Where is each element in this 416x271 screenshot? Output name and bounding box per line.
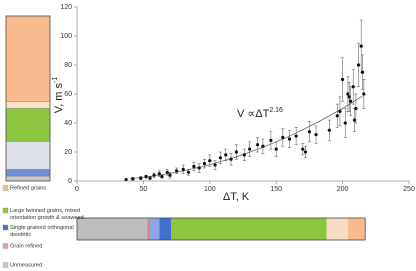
y-tick-label: 80 [64,62,72,69]
left-bar-segment [5,15,51,103]
legend-label: Single grained orthogonal [10,225,74,231]
point [229,157,233,161]
left-bar-segment [5,141,51,170]
y-axis-label-main: V, m s [53,83,65,114]
y-tick-label: 120 [60,4,72,11]
bottom-bar-frame [76,217,366,241]
point [131,177,135,181]
point [351,85,355,89]
point [261,144,265,148]
point [356,63,361,67]
point [338,109,342,113]
legend-label: Large twinned grains, mixed [10,208,80,214]
point [192,164,196,169]
point [202,162,207,166]
point [362,92,366,96]
point [354,106,358,111]
x-tick-label: 50 [140,186,148,193]
point [242,153,246,157]
x-tick-label: 200 [337,186,349,193]
point [144,175,148,179]
x-tick-label: 0 [75,186,79,193]
point [301,147,305,151]
point [359,44,363,48]
bottom-bar-segment [326,218,348,240]
left-bar-frame [5,15,51,182]
y-tick-label: 40 [64,120,72,127]
point [303,150,308,154]
x-tick-label: 100 [204,186,216,193]
point [175,169,179,173]
point [287,137,292,141]
point [197,166,201,170]
point [157,172,161,176]
point [314,133,318,137]
left-bar-segment [5,169,51,177]
point [234,150,238,154]
y-tick-label: 60 [64,91,72,98]
point [347,95,351,99]
bottom-bar-segment [147,218,151,240]
point [213,163,217,167]
legend-label: Unmeasured [10,262,42,268]
legend-swatch [2,262,9,268]
legend-label: Refined grains [10,185,46,191]
left-bar-segment [5,108,51,142]
bottom-bar-segment [159,218,172,240]
legend-label: orientation growth & seaweed [10,215,84,221]
x-tick-label: 250 [403,186,415,193]
point [186,170,191,174]
bottom-bar-segment [171,218,327,240]
y-axis-label: V, m s-1 [52,77,65,114]
point [224,153,228,157]
point [139,176,143,180]
annotation-main: V ∝ΔT [237,108,270,120]
point [124,177,128,182]
point [335,114,339,118]
y-tick-label: 100 [60,33,72,40]
y-tick-label: 20 [64,149,72,156]
point [341,77,345,82]
x-axis-label: ΔT, K [223,191,250,203]
point [269,138,273,142]
point [208,159,212,163]
point [256,143,260,147]
point [218,156,223,160]
legend-swatch [2,185,9,191]
point [360,70,365,74]
point [152,173,156,177]
legend-label: Grain refined [10,243,42,249]
bottom-bar-segment [347,218,366,240]
legend-swatch [2,243,9,249]
point [160,175,164,179]
y-tick-label: 0 [68,178,72,185]
left-bar-segment [5,175,51,182]
annotation-sup: 2.16 [269,107,283,114]
point [165,170,169,174]
fit-annotation: V ∝ΔT2.16 [237,107,283,120]
point [346,92,350,96]
point [307,130,311,134]
bottom-bar-segment [77,218,148,240]
x-tick-label: 150 [270,186,282,193]
point [327,128,331,132]
legend-label: dendritic [10,232,31,238]
point [352,118,357,122]
point [168,173,172,177]
left-bar-segment [5,101,51,109]
point [248,147,252,151]
point [343,121,347,125]
legend-swatch [2,207,9,214]
point [274,147,278,151]
point [348,99,353,103]
point [294,134,298,138]
y-axis-label-sup: -1 [52,77,59,83]
legend-swatch [2,224,9,231]
point [281,135,285,140]
point [181,167,185,171]
point [148,176,152,180]
bottom-bar-segment [150,218,160,240]
